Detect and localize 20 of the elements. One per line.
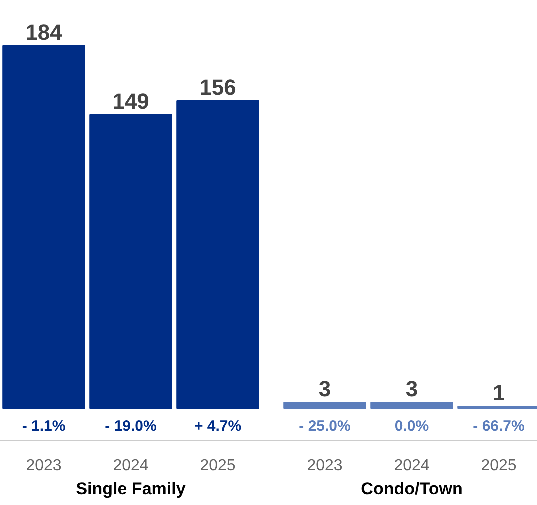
text: - 1.1% xyxy=(22,418,66,436)
text: - 25.0% xyxy=(299,418,351,436)
text: Single Family xyxy=(76,480,186,498)
text: - 66.7% xyxy=(473,418,525,436)
text: Condo/Town xyxy=(361,480,463,498)
text: + 4.7% xyxy=(194,418,242,436)
x-tick-label: 2024 xyxy=(113,458,149,474)
data-label: 149 xyxy=(112,88,150,114)
x-tick-label: 2025 xyxy=(481,458,517,474)
data-label: 3 xyxy=(318,376,332,402)
data-label: 3 xyxy=(406,376,418,402)
x-tick-label: 2023 xyxy=(307,458,343,474)
x-tick-label: 2023 xyxy=(26,458,62,474)
data-label: 184 xyxy=(26,20,64,45)
data-label: 1 xyxy=(492,380,506,406)
text: 0.0% xyxy=(394,418,430,436)
x-tick-label: 2024 xyxy=(394,458,430,474)
text: - 19.0% xyxy=(105,418,157,436)
x-tick-label: 2025 xyxy=(200,458,236,474)
data-label: 156 xyxy=(200,75,236,100)
